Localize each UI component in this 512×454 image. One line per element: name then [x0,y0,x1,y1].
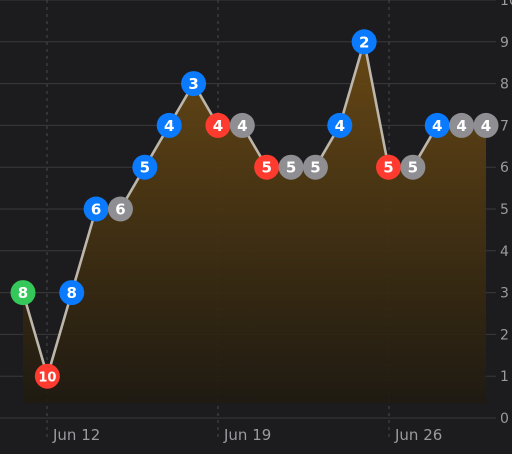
data-point-marker[interactable] [278,154,304,180]
data-point-label: 6 [115,201,125,219]
data-point-label: 5 [261,159,271,177]
data-point[interactable]: 8 [59,280,85,306]
data-point-label: 5 [408,159,418,177]
data-point-marker[interactable] [473,112,499,138]
data-point-label: 4 [213,117,223,135]
data-point-label: 4 [164,117,174,135]
data-point-marker[interactable] [205,112,231,138]
data-point-marker[interactable] [107,196,133,222]
data-point-marker[interactable] [34,363,60,389]
data-point[interactable]: 4 [473,112,499,138]
data-point-label: 4 [237,117,247,135]
y-tick-label: 9 [500,35,509,51]
y-tick-label: 4 [500,244,509,260]
x-tick-label: Jun 12 [52,426,100,444]
data-point[interactable]: 4 [424,112,450,138]
data-point[interactable]: 2 [351,29,377,55]
data-point-label: 5 [310,159,320,177]
y-tick-label: 10 [500,0,512,9]
y-tick-label: 0 [500,411,509,427]
y-tick-label: 2 [500,327,509,343]
x-tick-label: Jun 19 [223,426,271,444]
data-point-label: 5 [286,159,296,177]
data-point[interactable]: 3 [181,71,207,97]
y-tick-label: 8 [500,77,509,93]
data-point-label: 2 [359,33,369,51]
data-point[interactable]: 6 [107,196,133,222]
data-point-marker[interactable] [302,154,328,180]
data-point[interactable]: 4 [205,112,231,138]
data-point[interactable]: 5 [302,154,328,180]
data-point-marker[interactable] [83,196,109,222]
data-point[interactable]: 5 [132,154,158,180]
data-point-label: 5 [140,159,150,177]
data-point-marker[interactable] [400,154,426,180]
y-axis-ticks: 0 1 2 3 4 5 6 7 8 9 10 [500,0,512,427]
data-point-label: 4 [432,117,442,135]
data-point-label: 4 [335,117,345,135]
data-point[interactable]: 4 [229,112,255,138]
data-point[interactable]: 4 [156,112,182,138]
data-point[interactable]: 5 [376,154,402,180]
data-point-marker[interactable] [351,29,377,55]
data-point-marker[interactable] [59,280,85,306]
area-fill [23,41,486,404]
y-tick-label: 7 [500,118,509,134]
data-point-marker[interactable] [156,112,182,138]
data-point-marker[interactable] [424,112,450,138]
x-axis-ticks: Jun 12 Jun 19 Jun 26 [52,426,442,444]
data-point-marker[interactable] [229,112,255,138]
data-point-marker[interactable] [10,280,36,306]
data-point-marker[interactable] [254,154,280,180]
data-point[interactable]: 6 [83,196,109,222]
data-point[interactable]: 5 [400,154,426,180]
data-point-marker[interactable] [376,154,402,180]
data-point[interactable]: 4 [327,112,353,138]
data-point-label: 4 [481,117,491,135]
data-point-label: 3 [188,75,198,93]
data-point-label: 6 [91,201,101,219]
data-point[interactable]: 5 [254,154,280,180]
data-point[interactable]: 4 [449,112,475,138]
data-point-label: 8 [67,284,77,302]
y-tick-label: 6 [500,160,509,176]
data-point[interactable]: 10 [34,363,60,389]
data-point-marker[interactable] [181,71,207,97]
y-tick-label: 5 [500,202,509,218]
data-point-label: 8 [18,284,28,302]
y-tick-label: 1 [500,369,509,385]
data-point-label: 10 [38,371,56,386]
data-point-label: 5 [383,159,393,177]
data-point-marker[interactable] [132,154,158,180]
x-tick-label: Jun 26 [394,426,442,444]
data-point[interactable]: 8 [10,280,36,306]
y-tick-label: 3 [500,286,509,302]
data-point-marker[interactable] [449,112,475,138]
data-point-label: 4 [456,117,466,135]
data-point-marker[interactable] [327,112,353,138]
data-point[interactable]: 5 [278,154,304,180]
